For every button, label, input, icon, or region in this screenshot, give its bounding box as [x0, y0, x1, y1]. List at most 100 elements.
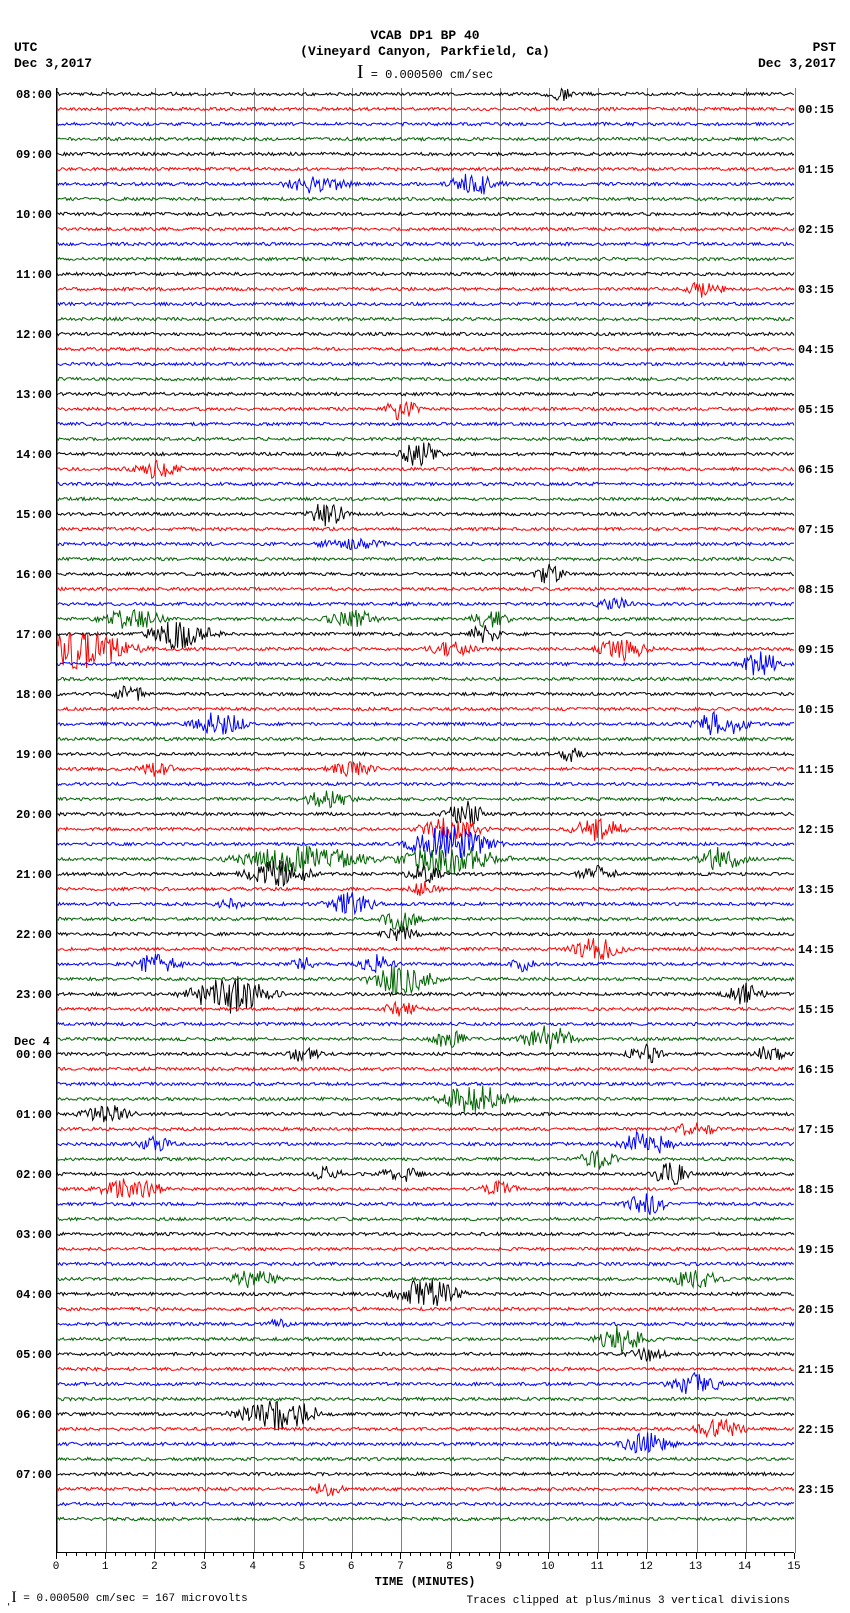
x-tick-minor [164, 1553, 165, 1556]
x-tick [302, 1553, 303, 1559]
grid-line [795, 88, 796, 1553]
time-label-left: 19:00 [2, 748, 52, 762]
time-label-right: 23:15 [798, 1483, 848, 1497]
x-tick-minor [676, 1553, 677, 1556]
x-tick-minor [243, 1553, 244, 1556]
x-tick-minor [587, 1553, 588, 1556]
x-tick-minor [764, 1553, 765, 1556]
utc-label: UTC [14, 40, 37, 55]
time-label-left: 15:00 [2, 508, 52, 522]
x-tick-minor [223, 1553, 224, 1556]
time-label-left: 04:00 [2, 1288, 52, 1302]
x-tick-minor [322, 1553, 323, 1556]
time-label-right: 00:15 [798, 103, 848, 117]
time-label-right: 17:15 [798, 1123, 848, 1137]
seismic-trace [57, 1494, 794, 1544]
x-tick-minor [509, 1553, 510, 1556]
x-tick-label: 11 [591, 1561, 604, 1573]
x-tick [646, 1553, 647, 1559]
x-tick-minor [568, 1553, 569, 1556]
seismogram-container: UTC Dec 3,2017 PST Dec 3,2017 VCAB DP1 B… [0, 0, 850, 1613]
time-label-right: 18:15 [798, 1183, 848, 1197]
x-tick-minor [784, 1553, 785, 1556]
time-label-right: 20:15 [798, 1303, 848, 1317]
pst-corner: PST Dec 3,2017 [758, 40, 836, 71]
x-tick [400, 1553, 401, 1559]
time-label-left: 10:00 [2, 208, 52, 222]
x-tick-minor [479, 1553, 480, 1556]
x-tick-minor [66, 1553, 67, 1556]
time-label-left: 21:00 [2, 868, 52, 882]
x-tick [351, 1553, 352, 1559]
x-tick-label: 3 [200, 1561, 207, 1573]
x-tick [253, 1553, 254, 1559]
x-tick-minor [666, 1553, 667, 1556]
x-tick [696, 1553, 697, 1559]
x-tick-minor [115, 1553, 116, 1556]
time-label-left: 01:00 [2, 1108, 52, 1122]
x-tick-minor [528, 1553, 529, 1556]
x-tick-label: 2 [151, 1561, 158, 1573]
time-label-right: 05:15 [798, 403, 848, 417]
x-tick-minor [263, 1553, 264, 1556]
time-label-right: 11:15 [798, 763, 848, 777]
x-tick-label: 12 [640, 1561, 653, 1573]
x-tick-minor [361, 1553, 362, 1556]
time-label-left: 05:00 [2, 1348, 52, 1362]
x-tick [499, 1553, 500, 1559]
time-label-left: 18:00 [2, 688, 52, 702]
x-tick [450, 1553, 451, 1559]
time-label-left: 03:00 [2, 1228, 52, 1242]
time-label-left: 12:00 [2, 328, 52, 342]
chart-title-2: (Vineyard Canyon, Parkfield, Ca) [0, 44, 850, 60]
time-label-right: 06:15 [798, 463, 848, 477]
x-tick-label: 9 [495, 1561, 502, 1573]
x-tick-minor [332, 1553, 333, 1556]
x-tick-minor [282, 1553, 283, 1556]
time-label-right: 12:15 [798, 823, 848, 837]
x-tick-minor [617, 1553, 618, 1556]
x-tick-minor [233, 1553, 234, 1556]
x-tick [105, 1553, 106, 1559]
chart-title-1: VCAB DP1 BP 40 [0, 28, 850, 44]
x-tick-minor [774, 1553, 775, 1556]
x-tick-minor [459, 1553, 460, 1556]
time-label-left: 09:00 [2, 148, 52, 162]
x-tick-minor [430, 1553, 431, 1556]
x-tick-label: 5 [299, 1561, 306, 1573]
x-tick [56, 1553, 57, 1559]
x-tick-minor [725, 1553, 726, 1556]
x-tick-minor [607, 1553, 608, 1556]
time-label-right: 19:15 [798, 1243, 848, 1257]
x-tick-minor [420, 1553, 421, 1556]
x-tick-minor [705, 1553, 706, 1556]
time-label-left: 13:00 [2, 388, 52, 402]
x-tick-minor [627, 1553, 628, 1556]
x-tick-minor [125, 1553, 126, 1556]
x-tick-label: 13 [689, 1561, 702, 1573]
x-tick-minor [518, 1553, 519, 1556]
x-tick [204, 1553, 205, 1559]
x-axis-title: TIME (MINUTES) [0, 1575, 850, 1589]
x-tick-minor [194, 1553, 195, 1556]
pst-label: PST [813, 40, 836, 55]
x-tick [794, 1553, 795, 1559]
time-label-left: 08:00 [2, 88, 52, 102]
chart-header: VCAB DP1 BP 40 (Vineyard Canyon, Parkfie… [0, 0, 850, 59]
x-tick [597, 1553, 598, 1559]
x-tick-label: 14 [738, 1561, 751, 1573]
x-tick-minor [755, 1553, 756, 1556]
x-tick-label: 15 [787, 1561, 800, 1573]
time-label-left: 11:00 [2, 268, 52, 282]
x-tick-minor [371, 1553, 372, 1556]
time-label-right: 21:15 [798, 1363, 848, 1377]
x-tick [548, 1553, 549, 1559]
x-tick-minor [312, 1553, 313, 1556]
x-axis: 0123456789101112131415 [56, 1552, 794, 1573]
time-label-left: 07:00 [2, 1468, 52, 1482]
x-tick-minor [489, 1553, 490, 1556]
x-tick-minor [95, 1553, 96, 1556]
time-label-left: 02:00 [2, 1168, 52, 1182]
footer-left: ˌI = 0.000500 cm/sec = 167 microvolts [6, 1589, 248, 1607]
x-tick-minor [558, 1553, 559, 1556]
